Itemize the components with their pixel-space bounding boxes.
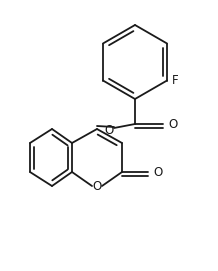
Text: O: O bbox=[104, 124, 114, 137]
Text: O: O bbox=[168, 118, 177, 131]
Text: O: O bbox=[153, 166, 162, 179]
Text: O: O bbox=[92, 180, 102, 193]
Text: F: F bbox=[172, 74, 179, 87]
